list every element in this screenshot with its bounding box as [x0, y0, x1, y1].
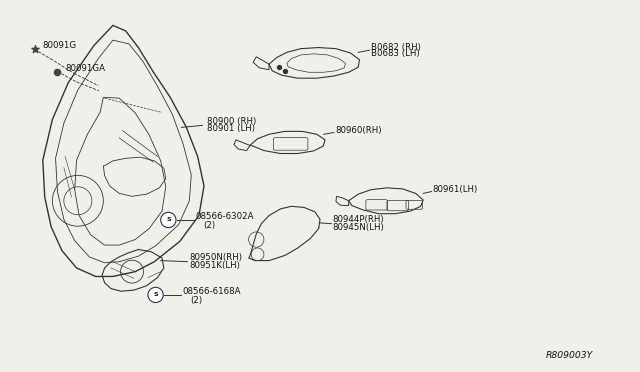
Text: 80900 (RH): 80900 (RH): [207, 117, 256, 126]
Text: S: S: [154, 292, 158, 298]
Ellipse shape: [161, 212, 176, 228]
Text: 80951K(LH): 80951K(LH): [189, 261, 240, 270]
Text: (2): (2): [204, 221, 216, 230]
Point: [29, 46, 40, 52]
Text: 80945N(LH): 80945N(LH): [333, 223, 385, 232]
Ellipse shape: [148, 287, 163, 302]
Text: 80961(LH): 80961(LH): [433, 185, 478, 194]
Point: [52, 68, 63, 74]
Text: 08566-6168A: 08566-6168A: [182, 287, 241, 296]
Text: B0682 (RH): B0682 (RH): [371, 43, 421, 52]
Text: 80091G: 80091G: [42, 41, 76, 50]
Text: R809003Y: R809003Y: [546, 350, 593, 360]
Text: 80091GA: 80091GA: [65, 64, 105, 73]
Text: 80960(RH): 80960(RH): [335, 126, 382, 135]
Text: 08566-6302A: 08566-6302A: [195, 212, 253, 221]
Text: 80944P(RH): 80944P(RH): [333, 215, 385, 224]
Text: (2): (2): [191, 296, 203, 305]
Text: 80950N(RH): 80950N(RH): [189, 253, 243, 263]
Text: B0683 (LH): B0683 (LH): [371, 49, 420, 58]
Text: S: S: [166, 218, 171, 222]
Point: [273, 64, 284, 70]
Point: [280, 68, 290, 74]
Text: 80901 (LH): 80901 (LH): [207, 124, 255, 133]
